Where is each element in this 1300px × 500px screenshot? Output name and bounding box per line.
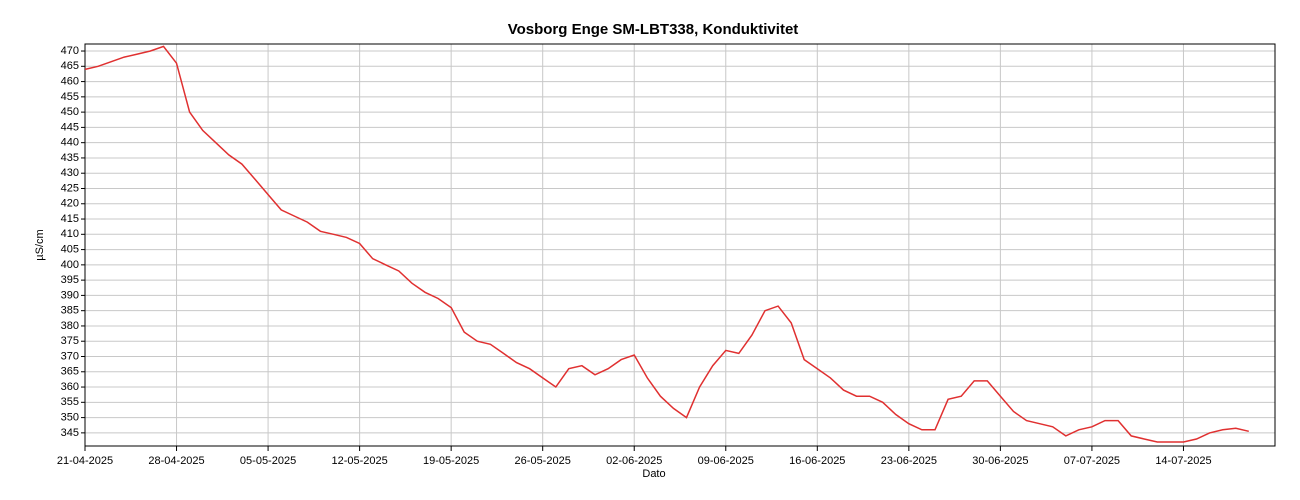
y-tick-label: 470 xyxy=(61,45,79,57)
y-tick-label: 410 xyxy=(61,228,79,240)
x-tick-label: 12-05-2025 xyxy=(331,455,387,467)
y-tick-label: 395 xyxy=(61,274,79,286)
y-tick-label: 465 xyxy=(61,60,79,72)
x-tick-label: 14-07-2025 xyxy=(1155,455,1211,467)
y-tick-label: 445 xyxy=(61,121,79,133)
y-tick-label: 400 xyxy=(61,259,79,271)
x-tick-label: 23-06-2025 xyxy=(881,455,937,467)
y-tick-label: 345 xyxy=(61,427,79,439)
y-tick-label: 415 xyxy=(61,213,79,225)
y-tick-label: 355 xyxy=(61,396,79,408)
x-tick-label: 28-04-2025 xyxy=(148,455,204,467)
y-tick-label: 405 xyxy=(61,243,79,255)
y-tick-label: 460 xyxy=(61,75,79,87)
x-tick-label: 21-04-2025 xyxy=(57,455,113,467)
y-tick-label: 370 xyxy=(61,350,79,362)
y-tick-label: 430 xyxy=(61,167,79,179)
y-tick-label: 350 xyxy=(61,411,79,423)
y-tick-label: 425 xyxy=(61,182,79,194)
x-tick-label: 16-06-2025 xyxy=(789,455,845,467)
y-tick-label: 385 xyxy=(61,305,79,317)
x-tick-label: 30-06-2025 xyxy=(972,455,1028,467)
x-axis-label: Dato xyxy=(642,468,665,480)
y-tick-label: 450 xyxy=(61,106,79,118)
y-tick-label: 360 xyxy=(61,381,79,393)
y-tick-label: 375 xyxy=(61,335,79,347)
y-tick-label: 420 xyxy=(61,198,79,210)
y-tick-label: 390 xyxy=(61,289,79,301)
chart-title: Vosborg Enge SM-LBT338, Konduktivitet xyxy=(508,21,799,38)
x-tick-label: 26-05-2025 xyxy=(515,455,571,467)
x-tick-label: 02-06-2025 xyxy=(606,455,662,467)
x-tick-label: 07-07-2025 xyxy=(1064,455,1120,467)
x-tick-label: 09-06-2025 xyxy=(698,455,754,467)
y-tick-label: 380 xyxy=(61,320,79,332)
y-tick-label: 365 xyxy=(61,366,79,378)
y-tick-label: 440 xyxy=(61,137,79,149)
y-axis-label: µS/cm xyxy=(34,229,46,260)
x-tick-label: 19-05-2025 xyxy=(423,455,479,467)
plot-frame xyxy=(84,43,1276,447)
y-tick-label: 435 xyxy=(61,152,79,164)
y-tick-label: 455 xyxy=(61,91,79,103)
x-tick-label: 05-05-2025 xyxy=(240,455,296,467)
data-line xyxy=(84,45,1249,443)
